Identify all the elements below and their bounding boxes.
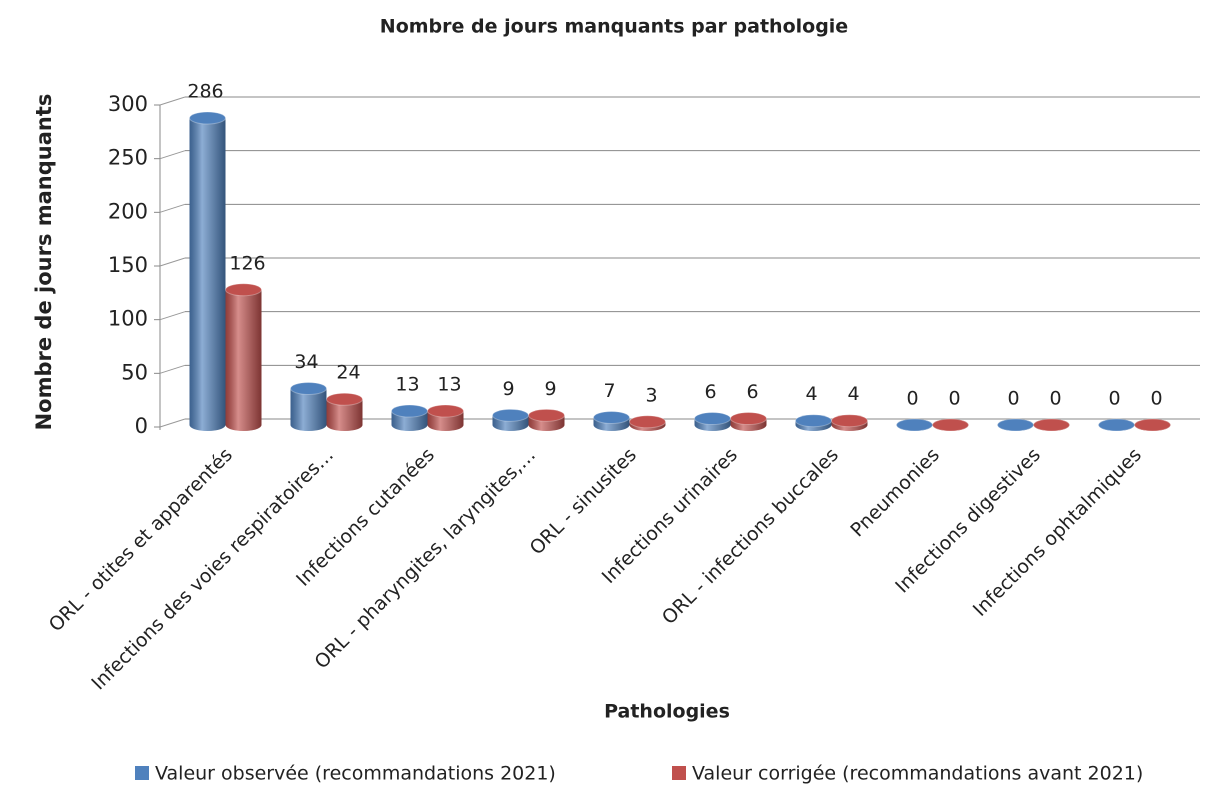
grid-line <box>159 418 186 428</box>
bar-top <box>629 415 666 429</box>
y-tick-label: 0 <box>135 414 148 438</box>
bar-top <box>391 404 428 418</box>
bar-top <box>290 382 327 396</box>
bar-top <box>831 414 868 428</box>
bar-top <box>795 414 832 428</box>
y-tick-label: 50 <box>121 360 148 384</box>
y-tick-label: 200 <box>108 199 148 223</box>
bar <box>593 410 630 431</box>
bar-top <box>694 412 731 426</box>
bar-top <box>225 283 262 297</box>
data-label: 3 <box>645 384 657 406</box>
data-label: 0 <box>906 388 918 410</box>
grid-line <box>159 203 186 213</box>
data-label: 24 <box>336 362 360 384</box>
data-label: 13 <box>395 374 419 396</box>
y-tick-label: 100 <box>108 307 148 331</box>
legend-label: Valeur corrigée (recommandations avant 2… <box>692 763 1143 785</box>
bar <box>694 412 731 431</box>
bar <box>528 408 565 431</box>
chart-title: Nombre de jours manquants par pathologie <box>380 16 848 38</box>
data-label: 4 <box>847 383 859 405</box>
bar-top <box>528 408 565 422</box>
data-label: 0 <box>1049 388 1061 410</box>
grid-line <box>159 311 186 321</box>
bar-top <box>896 418 933 432</box>
data-label: 7 <box>603 380 615 402</box>
bar-top <box>1134 418 1171 432</box>
data-label: 6 <box>704 381 716 403</box>
bar-top <box>427 404 464 418</box>
bar <box>997 418 1034 432</box>
data-label: 4 <box>805 383 817 405</box>
y-tick-label: 250 <box>108 146 148 170</box>
legend-label: Valeur observée (recommandations 2021) <box>155 763 556 785</box>
bar <box>1098 418 1135 432</box>
bar <box>225 283 262 431</box>
bar-top <box>593 410 630 424</box>
data-label: 6 <box>746 381 758 403</box>
x-tick-label: Pneumonies <box>846 444 944 542</box>
grid-line <box>159 96 186 106</box>
bar <box>1033 418 1070 432</box>
grid-line <box>159 257 186 267</box>
bar-body-shade <box>290 388 327 425</box>
bar-body-shade <box>189 118 226 425</box>
data-label: 34 <box>294 351 318 373</box>
y-tick-label: 300 <box>108 92 148 116</box>
y-axis-label: Nombre de jours manquants <box>32 94 56 431</box>
bar <box>326 392 363 431</box>
x-axis-label: Pathologies <box>604 701 730 723</box>
data-label: 0 <box>948 388 960 410</box>
legend-swatch <box>135 766 149 780</box>
data-label: 9 <box>544 378 556 400</box>
bar-top <box>932 418 969 432</box>
bar-body-shade <box>225 289 262 425</box>
bar-top <box>997 418 1034 432</box>
bar <box>932 418 969 432</box>
bar <box>629 415 666 431</box>
bar <box>391 404 428 431</box>
bar <box>730 412 767 431</box>
data-label: 286 <box>187 81 223 103</box>
bar-top <box>1033 418 1070 432</box>
data-label: 0 <box>1150 388 1162 410</box>
bar-top <box>492 408 529 422</box>
x-tick-label: ORL - infections buccales <box>658 444 843 629</box>
bar-top <box>730 412 767 426</box>
data-label: 126 <box>229 252 265 274</box>
data-label: 0 <box>1007 388 1019 410</box>
bar-top <box>326 392 363 406</box>
data-label: 9 <box>502 378 514 400</box>
bar <box>427 404 464 431</box>
x-tick-label: ORL - pharyngites, laryngites,… <box>311 444 540 673</box>
data-label: 13 <box>437 374 461 396</box>
bar <box>795 414 832 431</box>
x-tick-label: ORL - otites et apparentés <box>45 444 237 636</box>
bar <box>831 414 868 431</box>
bar <box>290 382 327 431</box>
bar <box>1134 418 1171 432</box>
x-tick-label: ORL - sinusites <box>526 444 641 559</box>
bar-top <box>1098 418 1135 432</box>
grid-line <box>159 150 186 160</box>
bar <box>896 418 933 432</box>
data-label: 0 <box>1108 388 1120 410</box>
y-tick-label: 150 <box>108 253 148 277</box>
bar <box>492 408 529 431</box>
legend-swatch <box>672 766 686 780</box>
x-tick-label: Infections ophtalmiques <box>969 444 1146 621</box>
bar-top <box>189 111 226 125</box>
grid-line <box>159 364 186 374</box>
bar <box>189 111 226 431</box>
